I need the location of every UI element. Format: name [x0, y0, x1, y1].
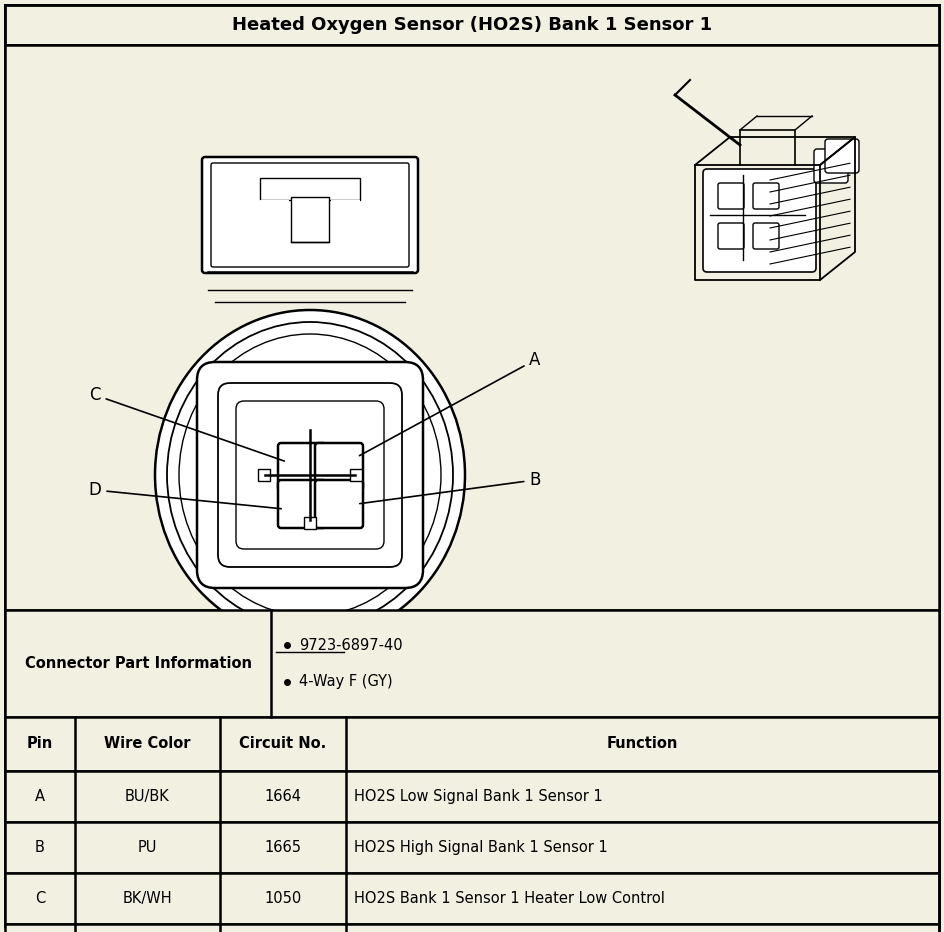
FancyBboxPatch shape	[718, 223, 744, 249]
FancyBboxPatch shape	[825, 139, 859, 173]
Text: HO2S High Signal Bank 1 Sensor 1: HO2S High Signal Bank 1 Sensor 1	[354, 840, 608, 855]
Text: HO2S Low Signal Bank 1 Sensor 1: HO2S Low Signal Bank 1 Sensor 1	[354, 789, 602, 804]
Text: 1664: 1664	[264, 789, 301, 804]
Text: BK/WH: BK/WH	[123, 891, 172, 906]
Text: C: C	[35, 891, 45, 906]
FancyBboxPatch shape	[278, 443, 326, 491]
Text: PU: PU	[138, 840, 157, 855]
Text: HO2S Bank 1 Sensor 1 Heater Low Control: HO2S Bank 1 Sensor 1 Heater Low Control	[354, 891, 665, 906]
Text: 4-Way F (GY): 4-Way F (GY)	[299, 674, 393, 689]
FancyBboxPatch shape	[718, 183, 744, 209]
FancyBboxPatch shape	[218, 383, 402, 567]
FancyBboxPatch shape	[211, 163, 409, 267]
Text: Heated Oxygen Sensor (HO2S) Bank 1 Sensor 1: Heated Oxygen Sensor (HO2S) Bank 1 Senso…	[232, 16, 712, 34]
FancyBboxPatch shape	[753, 183, 779, 209]
FancyBboxPatch shape	[315, 443, 363, 491]
Bar	[5, 5, 939, 45]
Text: Connector Part Information: Connector Part Information	[25, 656, 252, 671]
Ellipse shape	[179, 334, 441, 616]
FancyBboxPatch shape	[278, 480, 326, 528]
Ellipse shape	[167, 322, 453, 628]
Bar	[291, 197, 329, 242]
Bar	[260, 178, 360, 200]
Bar	[350, 469, 362, 481]
Text: A: A	[35, 789, 45, 804]
FancyBboxPatch shape	[703, 169, 816, 272]
Bar	[5, 822, 939, 873]
FancyBboxPatch shape	[202, 157, 418, 273]
Bar	[258, 469, 270, 481]
Bar	[5, 717, 939, 771]
Text: Circuit No.: Circuit No.	[239, 736, 327, 751]
Text: 1665: 1665	[264, 840, 301, 855]
Text: A: A	[360, 351, 541, 456]
Ellipse shape	[155, 310, 465, 640]
FancyBboxPatch shape	[718, 183, 744, 209]
Bar	[304, 517, 316, 529]
Text: BU/BK: BU/BK	[125, 789, 170, 804]
Text: C: C	[90, 386, 284, 461]
Bar	[5, 924, 939, 932]
Bar	[5, 610, 939, 717]
FancyBboxPatch shape	[753, 223, 779, 249]
FancyBboxPatch shape	[197, 362, 423, 588]
FancyBboxPatch shape	[814, 149, 848, 183]
Bar	[5, 45, 939, 610]
FancyBboxPatch shape	[753, 183, 779, 209]
Bar	[5, 771, 939, 822]
FancyBboxPatch shape	[315, 480, 363, 528]
Text: 9723-6897-40: 9723-6897-40	[299, 637, 403, 652]
Text: B: B	[35, 840, 45, 855]
Text: Wire Color: Wire Color	[104, 736, 191, 751]
Text: 1050: 1050	[264, 891, 301, 906]
Text: Function: Function	[607, 736, 678, 751]
Text: B: B	[360, 471, 541, 503]
Text: D: D	[89, 481, 281, 509]
Text: Pin: Pin	[26, 736, 53, 751]
FancyBboxPatch shape	[753, 223, 779, 249]
Bar	[331, 200, 360, 212]
FancyBboxPatch shape	[718, 223, 744, 249]
Bar	[260, 200, 289, 212]
Bar	[5, 873, 939, 924]
FancyBboxPatch shape	[267, 635, 353, 669]
FancyBboxPatch shape	[236, 401, 384, 549]
